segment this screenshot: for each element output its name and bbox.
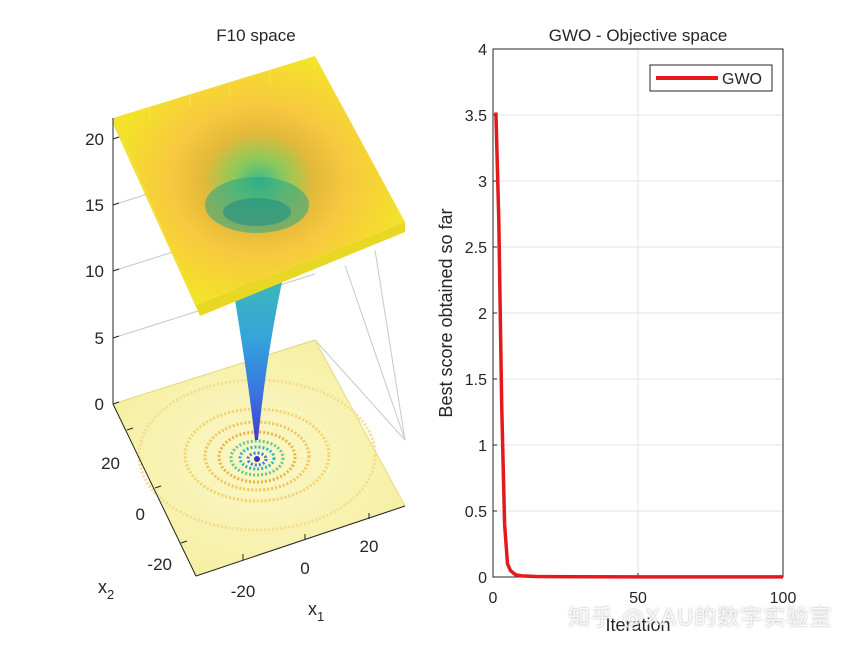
y-tick-label: 2 — [478, 306, 487, 323]
x2-axis-label: x2 — [98, 577, 114, 602]
x2-axis: 20 0 -20 x2 — [98, 403, 197, 602]
x1-axis-label: x1 — [308, 599, 324, 624]
x2-tick-label: 20 — [101, 454, 120, 473]
x1-axis: -20 0 20 x1 — [195, 505, 406, 624]
convergence-title: GWO - Objective space — [549, 26, 728, 45]
x1-tick-label: -20 — [231, 582, 256, 601]
x1-tick-label: 0 — [300, 559, 309, 578]
y-tick-label: 3 — [478, 174, 487, 191]
z-tick-label: 10 — [85, 262, 104, 281]
x2-tick-label: 0 — [136, 505, 145, 524]
x1-tick-label: 20 — [360, 537, 379, 556]
surface-plot: F10 space — [85, 26, 406, 624]
x-tick-label: 50 — [629, 590, 647, 607]
series-layer — [494, 112, 783, 579]
watermark: 知乎 @XAU的数字实验室 — [568, 606, 833, 631]
series-line-gwo — [494, 112, 783, 579]
x2-tick-label: -20 — [147, 555, 172, 574]
y-tick-label: 0.5 — [465, 504, 487, 521]
legend: GWO — [649, 64, 773, 92]
surface-title: F10 space — [216, 26, 295, 45]
convergence-plot: GWO - Objective space 0 50 100 0 0.5 1 1.5 2 2.… — [436, 26, 796, 635]
y-tick-label: 0 — [478, 570, 487, 587]
y-axis-ticks: 0 0.5 1 1.5 2 2.5 3 3.5 4 — [465, 42, 497, 587]
z-tick-label: 5 — [95, 329, 104, 348]
y-tick-label: 2.5 — [465, 240, 487, 257]
legend-label: GWO — [722, 71, 762, 88]
z-axis-ticks — [112, 136, 120, 405]
surface-plateau — [112, 56, 405, 316]
z-tick-label: 0 — [95, 395, 104, 414]
x-tick-label: 0 — [489, 590, 498, 607]
x-axis-ticks: 0 50 100 — [489, 573, 797, 607]
y-tick-label: 1.5 — [465, 372, 487, 389]
x-tick-label: 100 — [770, 590, 797, 607]
y-tick-label: 4 — [478, 42, 487, 59]
y-axis-label: Best score obtained so far — [436, 208, 456, 417]
y-tick-label: 1 — [478, 438, 487, 455]
surface-funnel — [232, 282, 282, 440]
z-axis: 0 5 10 15 20 — [85, 118, 120, 414]
x-axis-label: Iteration — [605, 615, 670, 635]
z-tick-label: 15 — [85, 196, 104, 215]
y-tick-label: 3.5 — [465, 108, 487, 125]
z-tick-label: 20 — [85, 130, 104, 149]
